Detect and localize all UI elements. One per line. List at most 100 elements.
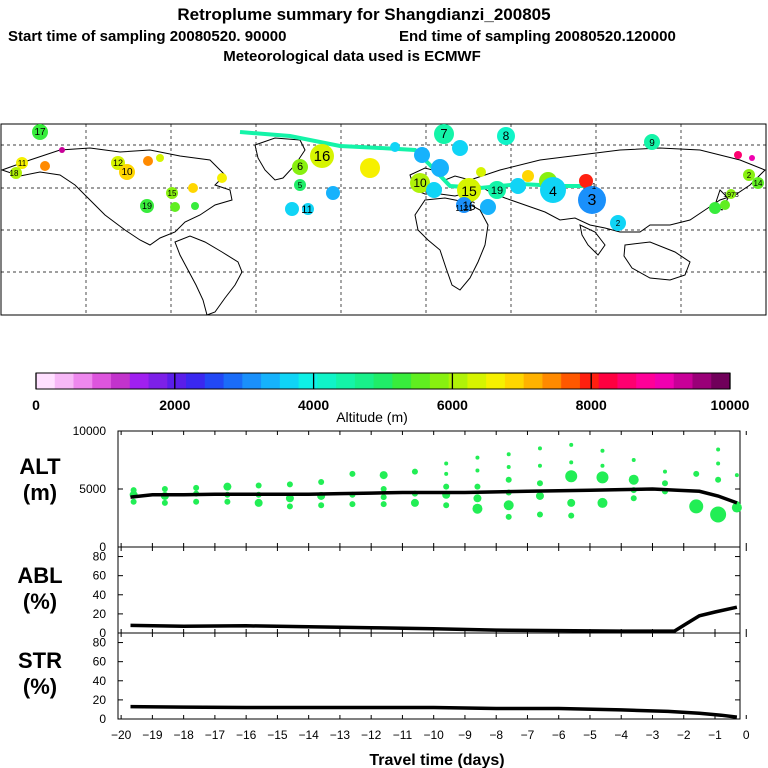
altitude-point [472, 503, 483, 514]
colorbar-swatch [598, 373, 618, 389]
altitude-point [193, 498, 200, 505]
colorbar-swatch [336, 373, 356, 389]
map-cluster-marker [734, 151, 742, 159]
y-tick-label: 0 [99, 540, 106, 554]
panel-label: STR [18, 648, 62, 673]
map-cluster-label: 1973 [723, 192, 739, 199]
map-cluster-marker [480, 199, 496, 215]
map-cluster-marker [156, 154, 164, 162]
altitude-point [285, 494, 294, 503]
x-tick-label: −15 [267, 728, 288, 742]
colorbar-swatch [279, 373, 300, 389]
colorbar-swatch [354, 373, 375, 389]
colorbar-tick-label: 4000 [298, 397, 329, 413]
colorbar-swatch [692, 373, 712, 389]
colorbar-tick-label: 6000 [437, 397, 468, 413]
panel-frame [117, 632, 741, 720]
y-tick-label: 0 [99, 712, 106, 726]
map-cluster-label: 6 [297, 161, 303, 173]
map-cluster-marker [578, 186, 606, 214]
x-tick-label: −20 [111, 728, 132, 742]
altitude-point [536, 480, 543, 487]
altitude-point [473, 494, 482, 503]
x-tick-label: −4 [614, 728, 628, 742]
y-tick-label: 20 [93, 693, 107, 707]
y-tick-label: 80 [93, 636, 107, 650]
altitude-point [443, 502, 450, 509]
map-cluster-marker [743, 169, 755, 181]
map-cluster-marker [390, 142, 400, 152]
colorbar-swatch [186, 373, 206, 389]
y-tick-label: 60 [93, 569, 107, 583]
map-cluster-marker [510, 178, 526, 194]
colorbar-tick-label: 10000 [711, 397, 750, 413]
map-cluster-marker [16, 157, 28, 169]
map-cluster-marker [522, 170, 534, 182]
figure-title: Retroplume summary for Shangdianzi_20080… [177, 5, 550, 24]
x-tick-label: −5 [583, 728, 597, 742]
panel-frame [117, 546, 741, 634]
map-cluster-marker [720, 200, 730, 210]
map-cluster-label: 2 [747, 171, 752, 180]
colorbar-swatch [448, 373, 468, 389]
altitude-point [689, 499, 704, 514]
map-cluster-label: 19 [491, 185, 503, 197]
panel-unit: (%) [23, 674, 57, 699]
altitude-point [286, 503, 293, 510]
map-cluster-label: 12 [113, 158, 123, 168]
altitude-point [318, 479, 325, 486]
timeseries-panels: ALT(m)0500010000ABL(%)020406080STR(%)020… [17, 424, 750, 742]
map-cluster-label: 11 [301, 204, 312, 216]
colorbar-swatch [504, 373, 525, 389]
y-tick-label: 40 [93, 588, 107, 602]
x-tick-label: −16 [236, 728, 257, 742]
x-tick-label: −17 [205, 728, 226, 742]
altitude-point [255, 482, 262, 489]
altitude-point [506, 464, 511, 469]
altitude-point [537, 446, 542, 451]
map-cluster-label: 15 [168, 189, 177, 198]
map-cluster-label: 1121 [455, 204, 473, 213]
x-tick-label: −18 [173, 728, 194, 742]
map-cluster-marker [217, 173, 227, 183]
map-cluster-label: 5 [298, 181, 303, 190]
colorbar-swatch [411, 373, 431, 389]
map-cluster-marker [579, 174, 593, 188]
map-cluster-marker [32, 124, 48, 140]
map-cluster-marker [476, 167, 486, 177]
altitude-point [600, 448, 605, 453]
map-cluster-marker [302, 203, 314, 215]
map-cluster-marker [414, 147, 430, 163]
altitude-point [661, 480, 668, 487]
colorbar-swatch [636, 373, 656, 389]
altitude-point [475, 455, 480, 460]
altitude-point [349, 470, 356, 477]
map-cluster-label: 9 [649, 138, 655, 149]
map-cluster-label: 10 [121, 167, 133, 178]
x-tick-label: −2 [677, 728, 691, 742]
altitude-point [716, 447, 721, 452]
map-cluster-marker [457, 178, 481, 202]
colorbar-swatch [73, 373, 93, 389]
map-cluster-marker [434, 124, 454, 144]
colorbar-swatch [92, 373, 112, 389]
colorbar-swatch [242, 373, 262, 389]
altitude-point [506, 452, 511, 457]
altitude-point [130, 498, 137, 505]
colorbar-swatch [148, 373, 168, 389]
map-cluster-marker [426, 182, 442, 198]
map-cluster-marker [488, 181, 506, 199]
x-tick-label: −7 [521, 728, 535, 742]
colorbar-swatch [429, 373, 450, 389]
altitude-point [444, 461, 449, 466]
colorbar-swatch [373, 373, 393, 389]
altitude-point [715, 476, 722, 483]
colorbar-swatch [579, 373, 600, 389]
altitude-point [535, 491, 544, 500]
x-tick-label: −6 [552, 728, 566, 742]
colorbar-swatch [167, 373, 187, 389]
colorbar-tick-label: 8000 [576, 397, 607, 413]
altitude-point [161, 499, 168, 506]
colorbar-swatch [204, 373, 225, 389]
